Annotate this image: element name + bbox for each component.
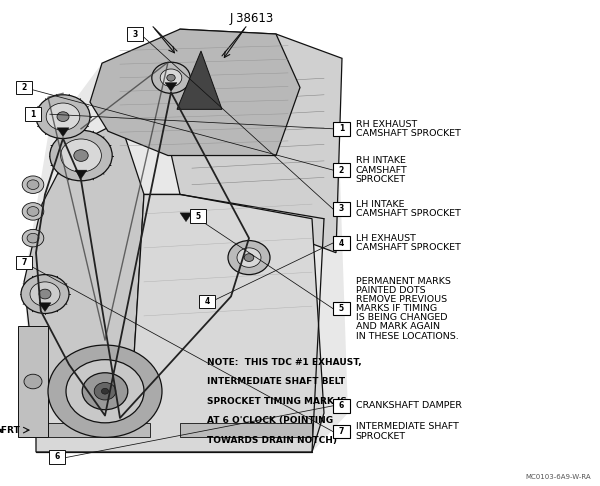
Circle shape: [74, 150, 88, 161]
Bar: [333, 399, 350, 413]
Polygon shape: [90, 29, 300, 156]
Bar: [333, 163, 350, 177]
Text: 1: 1: [31, 110, 35, 119]
Bar: [333, 236, 350, 250]
Polygon shape: [150, 29, 342, 253]
Text: CRANKSHAFT DAMPER: CRANKSHAFT DAMPER: [356, 401, 462, 410]
Text: INTERMEDIATE SHAFT BELT: INTERMEDIATE SHAFT BELT: [207, 377, 345, 386]
Text: RH INTAKE: RH INTAKE: [356, 156, 406, 165]
Circle shape: [94, 382, 116, 400]
Circle shape: [22, 176, 44, 193]
Bar: [25, 107, 41, 121]
Text: 3: 3: [339, 205, 344, 213]
Circle shape: [244, 254, 254, 261]
Circle shape: [152, 62, 190, 93]
Circle shape: [237, 248, 261, 267]
Text: AT 6 O'CLOCK (POINTING: AT 6 O'CLOCK (POINTING: [207, 416, 333, 425]
Text: SPROCKET: SPROCKET: [356, 432, 406, 441]
Polygon shape: [36, 194, 324, 452]
Circle shape: [22, 203, 44, 220]
Polygon shape: [48, 423, 150, 437]
Circle shape: [167, 74, 175, 81]
Polygon shape: [177, 51, 222, 109]
Polygon shape: [24, 122, 144, 389]
Circle shape: [160, 69, 182, 87]
Polygon shape: [165, 83, 177, 91]
Text: CAMSHAFT: CAMSHAFT: [356, 166, 407, 174]
Text: PERMANENT MARKS: PERMANENT MARKS: [356, 277, 451, 286]
Text: RH EXHAUST: RH EXHAUST: [356, 120, 417, 129]
Text: 5: 5: [339, 304, 344, 313]
Text: CAMSHAFT SPROCKET: CAMSHAFT SPROCKET: [356, 209, 461, 218]
Text: 7: 7: [22, 258, 26, 267]
Bar: [333, 302, 350, 315]
Bar: [333, 122, 350, 136]
Text: IS BEING CHANGED: IS BEING CHANGED: [356, 313, 448, 322]
Text: 7: 7: [339, 427, 344, 436]
Text: 2: 2: [22, 83, 26, 92]
Text: CAMSHAFT SPROCKET: CAMSHAFT SPROCKET: [356, 243, 461, 252]
Polygon shape: [180, 423, 312, 437]
Circle shape: [50, 130, 112, 181]
Text: 3: 3: [133, 30, 137, 38]
Text: 6: 6: [339, 401, 344, 410]
Polygon shape: [180, 213, 192, 222]
Text: TOWARDS DRAIN NOTCH): TOWARDS DRAIN NOTCH): [207, 435, 337, 445]
Text: REMOVE PREVIOUS: REMOVE PREVIOUS: [356, 295, 447, 304]
Text: 4: 4: [205, 297, 209, 306]
Bar: [333, 202, 350, 216]
Text: AND MARK AGAIN: AND MARK AGAIN: [356, 323, 440, 331]
Bar: [333, 425, 350, 438]
Text: MARKS IF TIMING: MARKS IF TIMING: [356, 304, 437, 313]
Text: 2: 2: [339, 166, 344, 174]
Bar: [127, 27, 143, 41]
Polygon shape: [75, 170, 87, 179]
Circle shape: [228, 241, 270, 275]
Text: ◄FRT: ◄FRT: [0, 426, 21, 434]
Circle shape: [82, 373, 128, 410]
Bar: [190, 209, 206, 223]
Circle shape: [27, 180, 39, 190]
Circle shape: [24, 374, 42, 389]
Circle shape: [39, 289, 51, 299]
Circle shape: [48, 345, 162, 437]
Circle shape: [66, 360, 144, 423]
Circle shape: [57, 112, 69, 122]
Text: CAMSHAFT SPROCKET: CAMSHAFT SPROCKET: [356, 129, 461, 138]
Bar: [199, 295, 215, 308]
Text: 4: 4: [339, 239, 344, 247]
Circle shape: [46, 103, 80, 130]
Circle shape: [22, 229, 44, 247]
Bar: [16, 81, 32, 94]
Text: SPROCKET: SPROCKET: [356, 175, 406, 184]
Circle shape: [36, 95, 90, 139]
Circle shape: [101, 388, 109, 394]
Text: IN THESE LOCATIONS.: IN THESE LOCATIONS.: [356, 331, 458, 341]
Circle shape: [21, 275, 69, 313]
Polygon shape: [24, 29, 348, 452]
Text: MC0103-6A9-W-RA: MC0103-6A9-W-RA: [526, 474, 591, 480]
Circle shape: [30, 282, 60, 306]
Bar: [49, 450, 65, 464]
Circle shape: [27, 233, 39, 243]
Polygon shape: [39, 303, 51, 312]
Text: NOTE:  THIS TDC #1 EXHAUST,: NOTE: THIS TDC #1 EXHAUST,: [207, 358, 362, 367]
Text: PAINTED DOTS: PAINTED DOTS: [356, 286, 425, 295]
Text: 1: 1: [339, 124, 344, 133]
Text: 6: 6: [55, 452, 59, 461]
Polygon shape: [57, 128, 69, 137]
Text: SPROCKET TIMING MARK IS: SPROCKET TIMING MARK IS: [207, 397, 347, 406]
Bar: [16, 256, 32, 269]
Circle shape: [61, 139, 101, 172]
Text: LH EXHAUST: LH EXHAUST: [356, 234, 416, 243]
Text: INTERMEDIATE SHAFT: INTERMEDIATE SHAFT: [356, 422, 458, 432]
Text: J 38613: J 38613: [230, 12, 274, 25]
Circle shape: [27, 207, 39, 216]
Polygon shape: [18, 326, 48, 437]
Text: LH INTAKE: LH INTAKE: [356, 200, 404, 209]
Text: 5: 5: [196, 212, 200, 221]
